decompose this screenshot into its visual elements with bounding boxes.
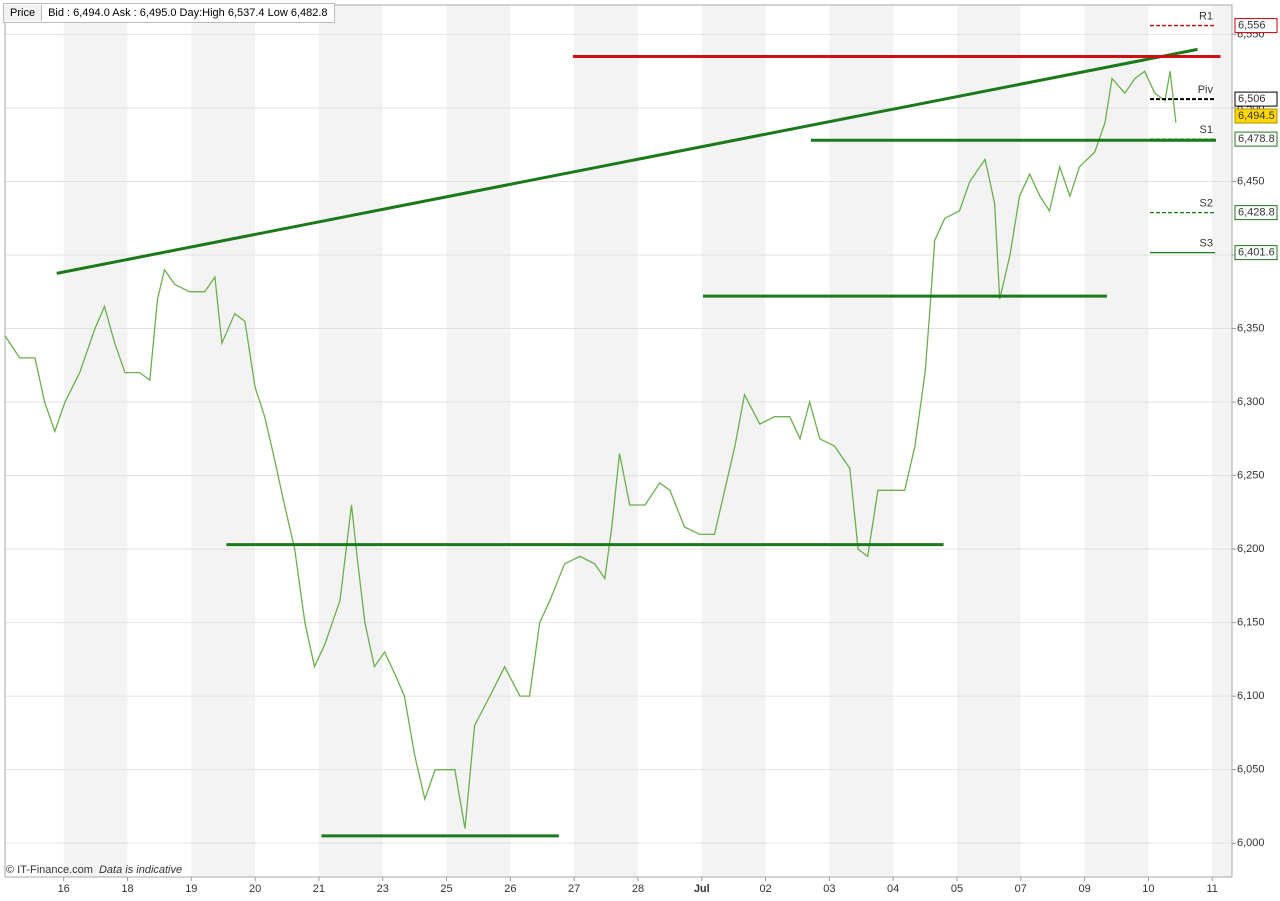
x-tick-label: 11 [1207,883,1218,895]
x-tick-label: 28 [632,883,644,895]
day-band [574,5,638,877]
x-tick-label: Jul [694,883,710,895]
day-band [956,5,1021,877]
level-value: 6,556 [1238,19,1266,31]
level-box [1234,245,1278,261]
last-price-box [1234,108,1278,124]
note: Data is indicative [98,864,183,876]
x-tick-label: 21 [313,883,325,895]
x-tick-label: 10 [1142,883,1154,895]
x-tick-label: 18 [121,883,133,895]
level-box [1234,205,1278,221]
day-band [446,5,511,877]
y-tick-label: 6,450 [1237,175,1265,187]
level-name: S2 [1200,198,1213,210]
day-band [191,5,256,877]
level-box [1234,18,1278,34]
level-value: 6,478.8 [1238,133,1275,145]
credit: © IT-Finance.com [6,864,93,876]
level-name: S3 [1200,238,1213,250]
trend-line [56,47,1198,275]
x-tick-label: 03 [823,883,835,895]
quote: Bid : 6,494.0 Ask : 6,495.0 Day:High 6,5… [48,7,328,19]
plot-frame [4,4,1233,878]
x-tick-label: 02 [759,883,771,895]
y-tick-label: 6,100 [1237,690,1265,702]
last-price: 6,494.5 [1238,110,1275,122]
y-tick-label: 6,350 [1237,322,1265,334]
y-tick-label: 6,150 [1237,617,1265,629]
y-tick-label: 6,050 [1237,764,1265,776]
level-value: 6,506 [1238,93,1266,105]
y-tick-label: 6,300 [1237,396,1265,408]
footer: © IT-Finance.com Data is indicative [6,864,182,876]
x-tick-label: 19 [185,883,197,895]
day-band [829,5,894,877]
level-name: R1 [1199,10,1213,22]
x-tick-label: 04 [887,883,899,895]
x-tick-label: 16 [58,883,70,895]
x-tick-label: 23 [377,883,389,895]
y-tick-label: 6,250 [1237,469,1265,481]
x-tick-label: 27 [568,883,580,895]
x-tick-label: 07 [1015,883,1027,895]
level-name: Piv [1198,84,1214,96]
x-tick-label: 20 [249,883,261,895]
level-name: S1 [1200,124,1213,136]
price-button[interactable]: Price [4,5,43,21]
x-tick-label: 09 [1078,883,1090,895]
level-value: 6,401.6 [1238,247,1275,259]
level-value: 6,428.8 [1238,207,1275,219]
price-line [4,70,1177,829]
x-tick-label: 05 [951,883,963,895]
y-tick-label: 6,000 [1237,837,1265,849]
day-band [1212,5,1232,877]
day-band [63,5,128,877]
level-box [1234,91,1278,107]
x-tick-label: 25 [440,883,452,895]
header: Price Bid : 6,494.0 Ask : 6,495.0 Day:Hi… [3,3,335,23]
y-tick-label: 6,200 [1237,543,1265,555]
day-band [701,5,766,877]
day-band [318,5,383,877]
x-tick-label: 26 [504,883,516,895]
day-band [1084,5,1149,877]
level-box [1234,131,1278,147]
